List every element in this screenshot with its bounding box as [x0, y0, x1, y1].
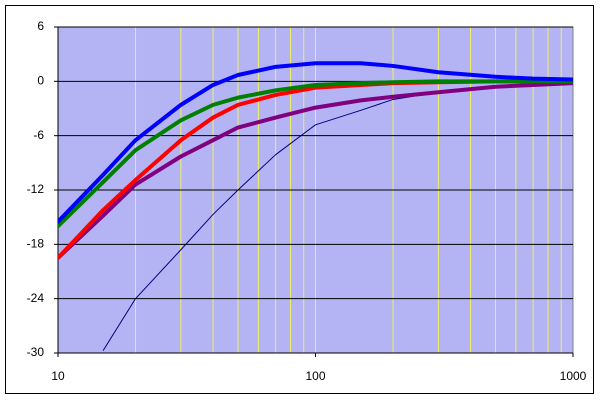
x-tick-label: 10	[51, 369, 65, 383]
y-tick-label: -12	[27, 182, 45, 196]
x-tick-label: 1000	[560, 369, 587, 383]
y-tick-label: 0	[37, 74, 44, 88]
y-tick-label: -6	[33, 128, 44, 142]
y-tick-label: -18	[27, 237, 45, 251]
y-tick-label: -24	[27, 291, 45, 305]
series-line	[58, 81, 573, 260]
y-tick-label: 6	[37, 19, 44, 33]
series-line	[58, 79, 573, 229]
y-tick-label: -30	[27, 345, 45, 359]
series-line	[58, 61, 573, 224]
x-tick-label: 100	[305, 369, 325, 383]
